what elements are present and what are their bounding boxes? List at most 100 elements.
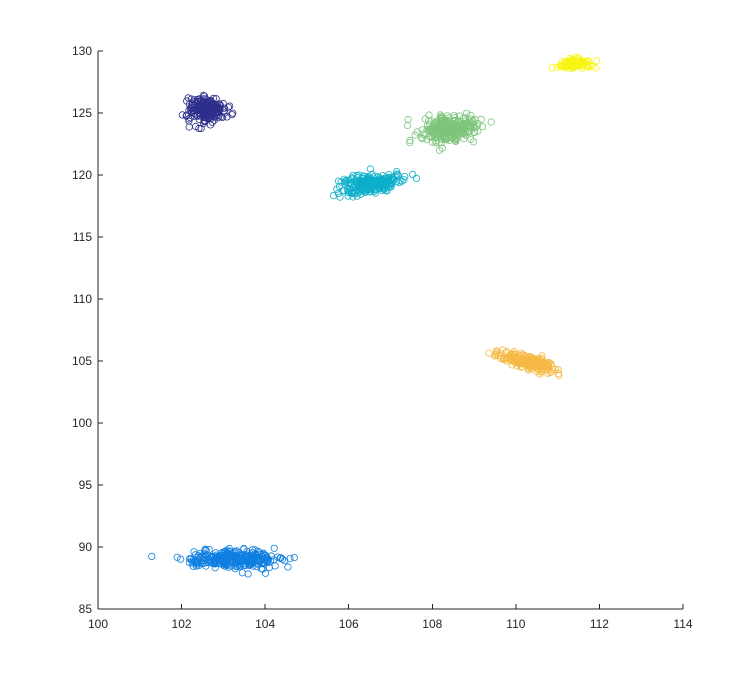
- data-point: [185, 558, 193, 567]
- data-point: [207, 101, 216, 109]
- data-point: [249, 553, 258, 561]
- data-point: [452, 134, 460, 142]
- data-point: [342, 178, 350, 186]
- data-point: [469, 138, 478, 146]
- data-point: [219, 561, 227, 569]
- data-point: [201, 546, 209, 554]
- data-point: [187, 103, 196, 111]
- data-point: [455, 112, 464, 120]
- data-point: [425, 111, 433, 119]
- data-point: [286, 554, 294, 563]
- data-point: [487, 118, 495, 126]
- data-point: [205, 545, 213, 554]
- data-point: [586, 61, 594, 69]
- data-point: [270, 544, 278, 552]
- data-point: [148, 552, 156, 561]
- data-point: [438, 135, 446, 143]
- data-point: [467, 135, 475, 143]
- data-point: [366, 175, 374, 183]
- series-3: [329, 165, 420, 201]
- data-point: [227, 562, 235, 570]
- data-point: [211, 564, 219, 572]
- data-point: [513, 362, 521, 370]
- data-point: [412, 174, 420, 182]
- data-point: [361, 177, 370, 185]
- data-point: [409, 170, 417, 178]
- data-point: [467, 111, 475, 120]
- data-point: [423, 122, 432, 130]
- x-tick-label: 100: [88, 617, 108, 631]
- data-point: [193, 105, 201, 113]
- data-point: [547, 368, 556, 376]
- data-point: [231, 547, 239, 555]
- data-point: [451, 126, 459, 134]
- data-point: [346, 185, 354, 193]
- data-point: [436, 117, 444, 125]
- data-point: [592, 64, 600, 72]
- data-point: [373, 181, 381, 189]
- data-point: [213, 101, 221, 109]
- y-tick-label: 100: [72, 416, 92, 430]
- data-point: [261, 569, 270, 577]
- data-point: [418, 135, 426, 143]
- data-point: [209, 102, 217, 110]
- data-point: [223, 113, 231, 121]
- y-tick-label: 105: [72, 354, 92, 368]
- data-point: [218, 113, 226, 122]
- data-point: [393, 168, 401, 176]
- data-point: [210, 101, 219, 109]
- data-point: [344, 176, 352, 184]
- data-point: [224, 103, 232, 111]
- y-tick-label: 110: [73, 292, 92, 306]
- y-tick-label: 115: [73, 230, 92, 244]
- data-point: [554, 366, 562, 374]
- data-point: [450, 111, 458, 120]
- data-point: [548, 64, 556, 72]
- data-point: [431, 134, 439, 142]
- data-point: [572, 58, 580, 67]
- data-point: [459, 122, 467, 130]
- data-point: [387, 183, 395, 191]
- data-point: [386, 180, 394, 188]
- data-point: [241, 561, 249, 570]
- data-point: [212, 551, 220, 559]
- data-point: [508, 355, 516, 363]
- data-point: [201, 545, 209, 553]
- data-point: [348, 174, 356, 182]
- data-point: [421, 115, 429, 123]
- y-tick-label: 85: [79, 602, 93, 616]
- data-point: [262, 551, 270, 560]
- data-point: [444, 122, 452, 130]
- data-point: [200, 98, 208, 106]
- data-point: [485, 349, 493, 357]
- data-point: [329, 192, 337, 200]
- data-point: [534, 358, 543, 366]
- data-point: [187, 95, 195, 103]
- data-point: [355, 171, 363, 179]
- data-point: [558, 62, 566, 70]
- series-2: [148, 544, 298, 578]
- data-point: [520, 351, 528, 359]
- data-point: [551, 365, 559, 373]
- data-point: [376, 176, 384, 184]
- data-point: [438, 144, 446, 152]
- y-tick-label: 95: [79, 478, 93, 492]
- series-4: [403, 109, 495, 154]
- axes: [97, 50, 684, 610]
- data-point: [446, 127, 454, 135]
- data-point: [443, 136, 451, 144]
- data-point: [238, 569, 246, 577]
- data-point: [201, 117, 209, 126]
- data-point: [229, 552, 237, 560]
- data-point: [490, 352, 499, 360]
- y-tick-label: 130: [72, 44, 92, 58]
- data-point: [208, 109, 216, 117]
- y-tick-label: 90: [79, 540, 93, 554]
- data-point: [199, 552, 207, 560]
- data-point: [229, 109, 237, 117]
- data-point: [406, 136, 414, 144]
- x-tick-label: 102: [172, 617, 192, 631]
- data-point: [446, 131, 454, 139]
- data-point: [349, 193, 357, 201]
